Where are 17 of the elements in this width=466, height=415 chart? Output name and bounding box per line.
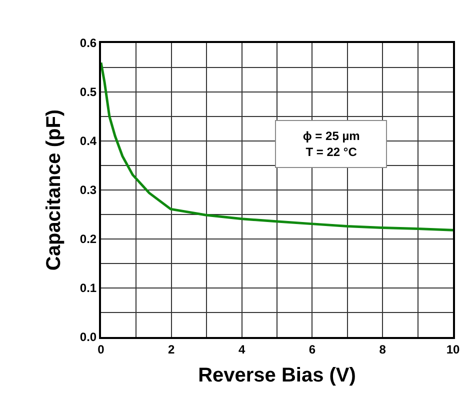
x-axis-title: Reverse Bias (V) bbox=[198, 364, 356, 386]
x-tick-label: 4 bbox=[238, 342, 246, 356]
x-tick-label: 6 bbox=[308, 342, 316, 356]
y-tick-label: 0.5 bbox=[80, 85, 97, 100]
x-tick-label: 2 bbox=[168, 342, 176, 356]
y-tick-label: 0.0 bbox=[80, 330, 97, 344]
x-tick-label: 0 bbox=[98, 342, 105, 356]
y-tick-label: 0.3 bbox=[80, 183, 97, 198]
y-tick-label: 0.4 bbox=[80, 134, 97, 148]
y-tick-label: 0.6 bbox=[80, 36, 97, 50]
note-box: ϕ = 25 µm T = 22 °C bbox=[275, 120, 388, 168]
x-tick-label: 10 bbox=[446, 342, 460, 356]
x-tick-label: 8 bbox=[379, 342, 386, 356]
y-tick-label: 0.2 bbox=[80, 232, 97, 246]
y-tick-label: 0.1 bbox=[80, 281, 97, 296]
line-series bbox=[101, 61, 453, 232]
y-axis-title: Capacitance (pF) bbox=[42, 109, 65, 271]
